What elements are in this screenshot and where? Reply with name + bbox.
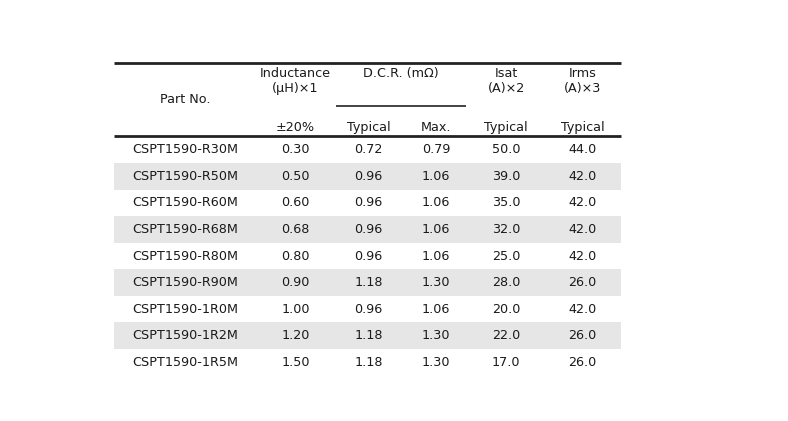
Text: Isat
(A)×2: Isat (A)×2 (488, 67, 525, 95)
Bar (113, 136, 621, 163)
Text: CSPT1590-1R5M: CSPT1590-1R5M (132, 356, 239, 369)
Text: CSPT1590-R50M: CSPT1590-R50M (132, 170, 239, 183)
Text: Max.: Max. (421, 121, 452, 134)
Text: CSPT1590-R80M: CSPT1590-R80M (132, 250, 239, 263)
Text: 0.90: 0.90 (281, 276, 310, 289)
Text: 0.72: 0.72 (355, 143, 383, 156)
Text: 42.0: 42.0 (568, 170, 597, 183)
Text: 1.30: 1.30 (422, 356, 450, 369)
Text: 1.06: 1.06 (422, 303, 450, 316)
Text: 35.0: 35.0 (492, 196, 520, 209)
Text: 0.30: 0.30 (281, 143, 310, 156)
Text: 0.96: 0.96 (355, 303, 383, 316)
Text: 1.00: 1.00 (281, 303, 310, 316)
Text: CSPT1590-1R2M: CSPT1590-1R2M (132, 329, 239, 342)
Text: 22.0: 22.0 (492, 329, 520, 342)
Text: 0.96: 0.96 (355, 170, 383, 183)
Text: 1.30: 1.30 (422, 329, 450, 342)
Text: Inductance
(μH)×1: Inductance (μH)×1 (260, 67, 331, 95)
Text: 1.06: 1.06 (422, 196, 450, 209)
Text: 1.18: 1.18 (355, 356, 383, 369)
Text: 25.0: 25.0 (492, 250, 520, 263)
Text: Part No.: Part No. (160, 93, 210, 107)
Text: 1.30: 1.30 (422, 276, 450, 289)
Bar (113, 296, 621, 322)
Bar (113, 243, 621, 269)
Bar (113, 163, 621, 189)
Text: 32.0: 32.0 (492, 223, 520, 236)
Text: 39.0: 39.0 (492, 170, 520, 183)
Text: Typical: Typical (561, 121, 604, 134)
Text: 42.0: 42.0 (568, 303, 597, 316)
Text: 0.96: 0.96 (355, 250, 383, 263)
Text: CSPT1590-R68M: CSPT1590-R68M (132, 223, 239, 236)
Text: 42.0: 42.0 (568, 223, 597, 236)
Text: 0.96: 0.96 (355, 223, 383, 236)
Text: 28.0: 28.0 (492, 276, 520, 289)
Text: 0.60: 0.60 (281, 196, 310, 209)
Text: 1.18: 1.18 (355, 276, 383, 289)
Text: 1.06: 1.06 (422, 250, 450, 263)
Text: 42.0: 42.0 (568, 250, 597, 263)
Bar (113, 216, 621, 243)
Text: 1.06: 1.06 (422, 223, 450, 236)
Text: 26.0: 26.0 (568, 356, 597, 369)
Bar (113, 322, 621, 349)
Text: 1.18: 1.18 (355, 329, 383, 342)
Text: 1.50: 1.50 (281, 356, 310, 369)
Text: CSPT1590-R60M: CSPT1590-R60M (132, 196, 239, 209)
Text: 17.0: 17.0 (492, 356, 520, 369)
Bar (113, 189, 621, 216)
Text: 0.80: 0.80 (281, 250, 310, 263)
Text: 0.68: 0.68 (281, 223, 310, 236)
Text: 0.96: 0.96 (355, 196, 383, 209)
Text: 20.0: 20.0 (492, 303, 520, 316)
Bar (113, 349, 621, 376)
Text: CSPT1590-1R0M: CSPT1590-1R0M (132, 303, 239, 316)
Bar (113, 269, 621, 296)
Text: 50.0: 50.0 (492, 143, 520, 156)
Text: Typical: Typical (347, 121, 391, 134)
Text: 26.0: 26.0 (568, 276, 597, 289)
Text: 1.06: 1.06 (422, 170, 450, 183)
Text: Irms
(A)×3: Irms (A)×3 (563, 67, 601, 95)
Text: ±20%: ±20% (276, 121, 315, 134)
Text: 44.0: 44.0 (568, 143, 597, 156)
Text: 1.20: 1.20 (281, 329, 310, 342)
Text: 0.50: 0.50 (281, 170, 310, 183)
Text: Typical: Typical (485, 121, 528, 134)
Text: CSPT1590-R30M: CSPT1590-R30M (132, 143, 239, 156)
Text: 42.0: 42.0 (568, 196, 597, 209)
Text: 26.0: 26.0 (568, 329, 597, 342)
Text: 0.79: 0.79 (422, 143, 450, 156)
Text: CSPT1590-R90M: CSPT1590-R90M (132, 276, 239, 289)
Text: D.C.R. (mΩ): D.C.R. (mΩ) (363, 67, 439, 80)
